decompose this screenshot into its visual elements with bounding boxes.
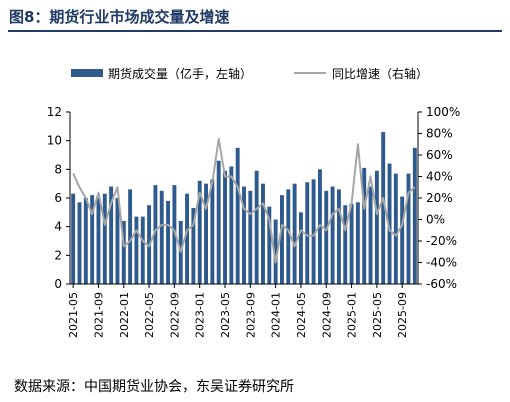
bar bbox=[381, 132, 386, 284]
bar bbox=[210, 179, 215, 284]
bar bbox=[374, 170, 379, 284]
bar bbox=[254, 170, 259, 284]
right-tick-label: -60% bbox=[426, 277, 457, 291]
bar bbox=[115, 198, 120, 284]
left-tick-label: 8 bbox=[54, 162, 62, 176]
bar bbox=[393, 173, 398, 284]
bar bbox=[355, 202, 360, 284]
axes: 0 2 4 6 8 10 12 -60% -40% -20% 0% 20% 40% 60% 80% 100% 2… bbox=[47, 105, 461, 338]
legend: 期货成交量（亿手，左轴） 同比增速（右轴） bbox=[71, 66, 428, 81]
bar bbox=[330, 186, 335, 284]
title-rule bbox=[8, 30, 502, 32]
bar bbox=[311, 179, 316, 284]
bar bbox=[298, 212, 303, 284]
bar bbox=[305, 182, 310, 284]
left-tick-label: 0 bbox=[54, 277, 62, 291]
bar bbox=[153, 185, 158, 284]
bar bbox=[343, 205, 348, 284]
bar bbox=[140, 216, 145, 284]
bar bbox=[172, 185, 177, 284]
bar bbox=[235, 147, 240, 284]
bar bbox=[242, 186, 246, 284]
bar bbox=[261, 183, 265, 284]
right-tick-label: 60% bbox=[426, 148, 453, 162]
chart-title: 图8：期货行业市场成交量及增速 bbox=[9, 8, 230, 26]
bar bbox=[96, 198, 101, 284]
x-tick-label: 2023-09 bbox=[244, 292, 257, 338]
right-tick-label: -40% bbox=[426, 256, 457, 270]
bar bbox=[368, 186, 373, 284]
x-tick-label: 2025-01 bbox=[346, 292, 359, 338]
x-tick-label: 2021-09 bbox=[92, 292, 105, 338]
bar bbox=[387, 163, 392, 284]
growth-line bbox=[72, 137, 416, 264]
bar bbox=[83, 198, 88, 284]
right-tick-label: 80% bbox=[426, 127, 453, 141]
legend-line-label: 同比增速（右轴） bbox=[332, 66, 428, 81]
bar bbox=[248, 190, 253, 284]
bar bbox=[71, 193, 76, 284]
bar bbox=[362, 167, 367, 284]
x-tick-label: 2024-05 bbox=[295, 292, 308, 338]
chart: 期货成交量（亿手，左轴） 同比增速（右轴） 0 2 4 6 8 10 12 -60% -40% -… bbox=[47, 66, 461, 338]
bar bbox=[166, 200, 171, 284]
bar bbox=[406, 173, 411, 284]
bar bbox=[109, 186, 114, 284]
bar bbox=[400, 196, 405, 284]
x-tick-label: 2023-01 bbox=[194, 292, 207, 338]
bar bbox=[159, 190, 164, 284]
right-tick-label: 40% bbox=[426, 170, 453, 184]
bar bbox=[273, 219, 278, 284]
x-tick-label: 2022-05 bbox=[143, 292, 156, 338]
bar bbox=[77, 202, 82, 284]
right-tick-label: 100% bbox=[426, 105, 460, 119]
bar-series bbox=[71, 132, 417, 284]
x-tick-label: 2022-01 bbox=[118, 292, 131, 338]
growth-line-series bbox=[72, 137, 416, 264]
bar bbox=[286, 189, 291, 284]
x-tick-label: 2025-05 bbox=[371, 292, 384, 338]
bar bbox=[280, 195, 284, 284]
x-tick-label: 2024-01 bbox=[270, 292, 283, 338]
bar bbox=[336, 189, 341, 284]
bar bbox=[185, 193, 190, 284]
left-tick-label: 4 bbox=[54, 220, 62, 234]
x-tick-label: 2022-09 bbox=[168, 292, 181, 338]
x-tick-label: 2023-05 bbox=[219, 292, 232, 338]
x-tick-label: 2021-05 bbox=[67, 292, 80, 338]
left-tick-label: 10 bbox=[47, 134, 62, 148]
bar bbox=[349, 203, 354, 284]
right-tick-label: -20% bbox=[426, 234, 457, 248]
bar bbox=[191, 208, 196, 284]
bar bbox=[324, 190, 329, 284]
bar bbox=[121, 220, 126, 284]
bar bbox=[267, 206, 272, 284]
legend-bar-label: 期货成交量（亿手，左轴） bbox=[108, 66, 252, 81]
left-tick-label: 6 bbox=[54, 191, 62, 205]
left-tick-label: 2 bbox=[54, 248, 62, 262]
right-tick-label: 0% bbox=[426, 213, 445, 227]
bar bbox=[128, 189, 133, 284]
bar bbox=[412, 147, 417, 284]
bar bbox=[134, 216, 139, 284]
bar bbox=[90, 195, 95, 284]
x-tick-label: 2025-09 bbox=[396, 292, 409, 338]
source-note: 数据来源：中国期货业协会，东吴证券研究所 bbox=[14, 379, 294, 395]
bar bbox=[197, 180, 202, 284]
right-tick-label: 20% bbox=[426, 191, 453, 205]
bar bbox=[223, 170, 227, 284]
left-tick-label: 12 bbox=[47, 105, 62, 119]
bar bbox=[204, 183, 208, 284]
bar bbox=[292, 183, 297, 284]
bar bbox=[216, 160, 221, 284]
x-tick-label: 2024-09 bbox=[320, 292, 333, 338]
bar bbox=[229, 166, 234, 284]
bar bbox=[102, 193, 107, 284]
legend-bar-swatch bbox=[71, 69, 103, 77]
